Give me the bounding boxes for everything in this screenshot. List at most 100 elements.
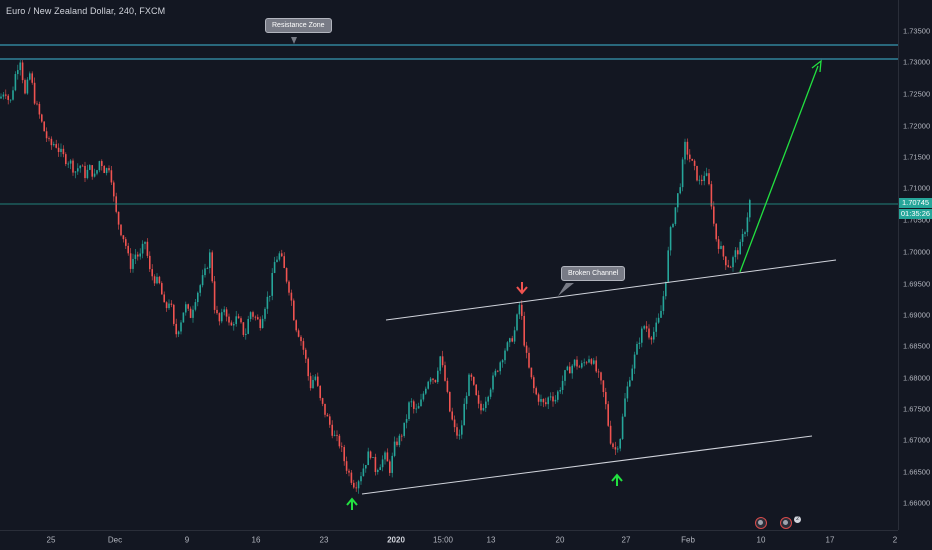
candle-up [209,252,211,268]
candle-down [288,281,290,293]
candle-down [163,294,165,303]
candle-up [684,141,686,160]
candle-up [201,275,204,286]
candle-down [317,376,319,386]
candle-down [686,141,689,155]
candle-up [86,169,89,179]
candle-down [5,94,7,96]
candle-down [600,372,602,381]
event-icon[interactable] [780,517,792,529]
candle-up [571,365,573,374]
candle-down [456,427,458,436]
candle-up [487,396,489,402]
candle-down [305,349,307,359]
candle-down [607,404,609,426]
candle-down [302,341,305,350]
candle-down [110,170,113,183]
candle-down [609,425,612,444]
candle-up [749,200,751,218]
candle-down [614,447,617,450]
candle-down [57,147,60,153]
candle-up [134,254,137,259]
candle-up [720,245,722,249]
candle-down [300,336,302,342]
projection-arrow-head [811,59,822,73]
candle-down [696,165,698,181]
time-label: 9 [184,535,190,545]
candle-up [705,173,708,176]
broken-channel-callout[interactable]: Broken Channel [561,266,626,281]
candle-down [432,378,434,380]
candle-down [257,317,259,320]
candle-up [2,94,5,97]
time-label: Dec [107,535,123,545]
candle-down [293,300,295,321]
candle-up [739,241,741,255]
candle-up [540,399,542,402]
candles-layer [0,59,751,494]
candle-up [566,366,569,371]
candle-up [641,328,643,343]
candle-down [441,356,444,366]
candle-up [405,419,408,423]
candle-down [528,352,530,368]
resistance-zone-callout[interactable]: Resistance Zone [265,18,332,33]
candle-down [369,451,372,458]
candle-up [549,396,552,398]
broken-channel-label: Broken Channel [568,270,619,277]
candle-up [509,338,511,343]
candle-down [444,365,446,381]
candle-up [206,267,209,269]
price-label: 1.70000 [903,247,931,257]
candle-down [727,265,729,267]
candle-down [348,470,350,473]
candle-down [605,392,607,405]
candle-down [689,154,691,159]
candle-up [559,390,561,392]
candle-down [511,338,513,342]
candle-down [189,308,192,318]
candle-up [77,168,79,172]
candle-down [691,158,693,161]
candle-down [38,104,41,115]
candle-up [182,312,185,323]
candle-up [617,448,619,450]
candle-down [470,374,473,377]
candle-up [674,207,677,224]
candle-up [518,304,521,315]
candle-up [458,434,461,436]
candle-up [379,467,381,471]
candle-down [101,161,103,166]
candle-down [336,434,338,436]
candle-up [439,356,441,371]
candle-up [624,398,626,417]
price-label: 1.69000 [903,310,931,320]
candle-down [225,309,228,317]
candle-down [530,367,533,378]
candle-down [341,446,343,448]
candle-down [597,371,600,373]
price-label: 1.73000 [903,57,931,67]
candle-down [153,276,156,284]
candle-up [223,309,225,313]
candle-up [235,316,237,325]
candle-up [168,303,170,309]
candle-down [137,254,139,257]
price-label: 1.67000 [903,435,931,445]
candle-up [264,308,266,319]
candle-up [619,438,621,449]
candle-down [552,396,554,402]
candle-down [290,292,293,301]
candle-up [69,160,72,164]
candle-up [581,363,583,368]
candle-down [259,319,261,329]
candle-down [55,144,57,148]
candle-down [324,403,326,415]
candle-down [113,182,115,197]
candle-down [648,328,650,338]
current-price-tag: 1.70745 [899,198,932,208]
time-label: 25 [46,535,56,545]
candle-up [621,416,624,439]
event-icon[interactable] [755,517,767,529]
